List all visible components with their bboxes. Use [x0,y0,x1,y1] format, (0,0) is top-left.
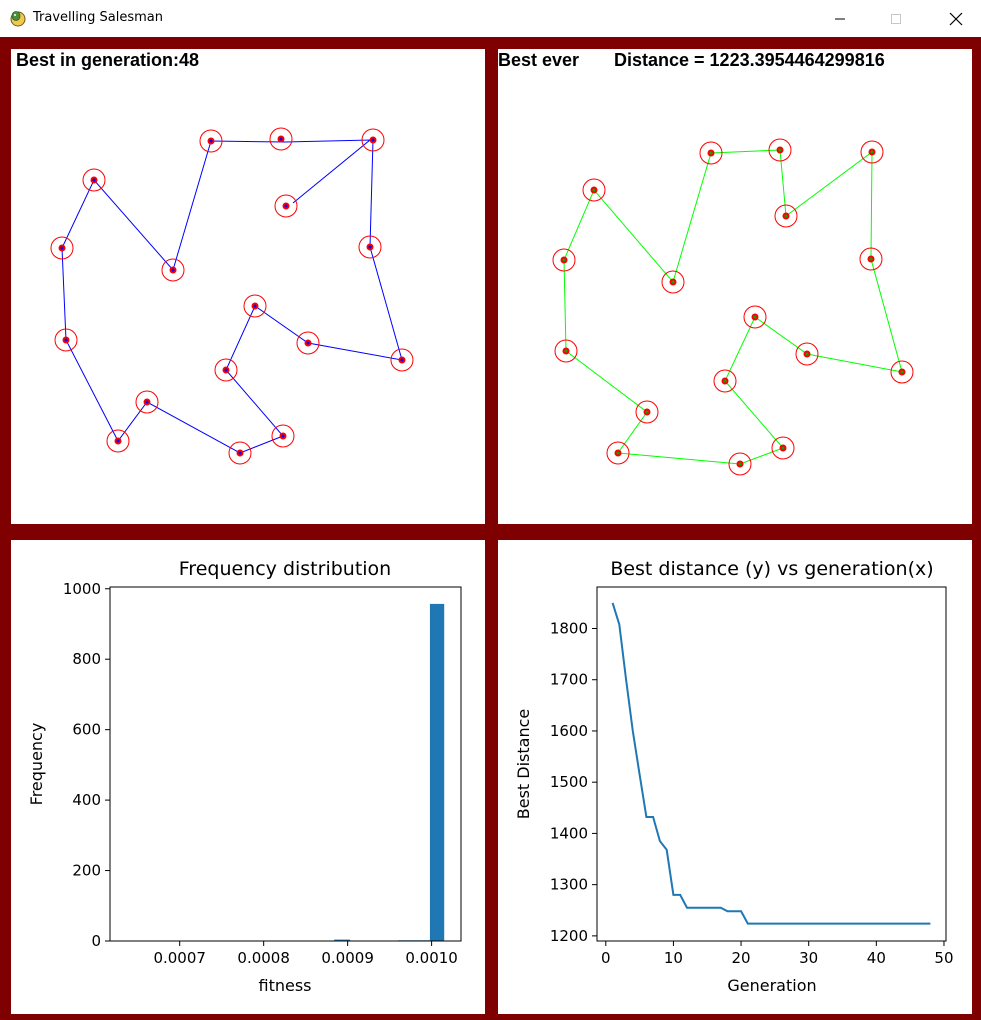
y-axis-label: Best Distance [514,709,533,819]
x-tick-label: 0.0009 [321,949,374,967]
best-route-map [552,138,914,476]
city-marker [274,194,298,218]
city-marker [296,331,320,355]
best-distance-series-line [611,602,931,925]
y-axis-ticks: 0 200 400 600 800 1000 [63,580,110,950]
city-marker [860,140,884,164]
generation-route-map [50,127,414,465]
x-tick-label: 0.0010 [405,949,458,967]
city-marker [199,129,223,153]
city-marker [361,128,385,152]
best-route-path [563,149,903,465]
x-tick-label: 20 [732,949,751,967]
city-marker [661,270,685,294]
x-tick-label: 40 [867,949,886,967]
plot-area-frame [109,586,462,942]
x-tick-label: 50 [934,949,953,967]
city-marker [552,248,576,272]
city-marker [214,358,238,382]
y-axis-ticks: 1200 1300 1400 1500 1600 1700 1800 [550,619,597,945]
x-axis-label: Generation [727,976,816,995]
city-marker [106,429,130,453]
y-tick-label: 1000 [63,580,101,598]
city-marker [795,342,819,366]
generation-route-panel: Best in generation:48 [11,49,485,524]
y-tick-label: 600 [72,721,101,739]
city-marker [774,204,798,228]
y-tick-label: 1700 [550,671,588,689]
city-marker [606,441,630,465]
python-snake-icon [10,11,26,27]
y-tick-label: 1500 [550,773,588,791]
chart-title: Best distance (y) vs generation(x) [610,558,933,580]
maximize-icon [891,13,901,24]
close-button[interactable] [933,0,979,37]
city-marker [859,247,883,271]
city-marker [713,369,737,393]
x-axis-ticks: 0 10 20 30 40 50 [601,941,954,967]
city-marker [890,360,914,384]
best-distance-line-chart: Best distance (y) vs generation(x) 0 10 20… [514,558,954,995]
city-marker [768,138,792,162]
city-marker [161,258,185,282]
histogram-bars [126,603,445,941]
city-marker [728,452,752,476]
x-tick-label: 0.0007 [153,949,206,967]
best-distance-chart-panel: Best distance (y) vs generation(x) 0 10 20… [498,540,972,1014]
minimize-button[interactable] [817,0,863,37]
generation-route-path [61,139,403,454]
x-tick-label: 30 [799,949,818,967]
city-markers [50,127,414,465]
x-tick-label: 0.0008 [237,949,290,967]
x-axis-ticks: 0.0007 0.0008 0.0009 0.0010 [153,941,458,967]
city-marker [358,235,382,259]
city-marker [271,424,295,448]
y-tick-label: 1600 [550,722,588,740]
close-icon [949,12,963,25]
window-content-frame: Best in generation:48 [0,37,981,1020]
histogram-bar [429,603,445,941]
city-marker [635,400,659,424]
minimize-icon [835,18,845,19]
city-marker [582,178,606,202]
y-tick-label: 1400 [550,824,588,842]
best-distance-label: Distance = 1223.3954464299816 [614,50,885,70]
window-title: Travelling Salesman [33,10,163,25]
city-marker [243,294,267,318]
y-tick-label: 200 [72,862,101,880]
maximize-button[interactable] [873,0,919,37]
y-tick-label: 1200 [550,927,588,945]
y-axis-label: Frequency [27,723,46,806]
city-marker [135,390,159,414]
city-marker [554,339,578,363]
city-marker [54,328,78,352]
plot-area-frame [596,586,947,942]
y-tick-label: 800 [72,650,101,668]
city-marker [699,141,723,165]
city-marker [771,436,795,460]
city-marker [50,236,74,260]
x-axis-label: fitness [258,976,311,995]
best-ever-label: Best ever [498,50,580,70]
city-marker [269,127,293,151]
city-marker [82,168,106,192]
y-tick-label: 400 [72,791,101,809]
y-tick-label: 1800 [550,619,588,637]
title-bar: Travelling Salesman [0,0,981,37]
histogram-bar [334,939,351,941]
city-marker [228,441,252,465]
frequency-chart-panel: Frequency distribution 0.0007 0.0008 0.000… [11,540,485,1014]
city-markers [552,138,914,476]
frequency-histogram: Frequency distribution 0.0007 0.0008 0.000… [27,558,462,995]
chart-title: Frequency distribution [179,558,391,580]
x-tick-label: 10 [664,949,683,967]
y-tick-label: 0 [91,932,101,950]
city-marker [390,348,414,372]
best-route-panel: Best ever Distance = 1223.3954464299816 [498,49,972,524]
x-tick-label: 0 [601,949,611,967]
y-tick-label: 1300 [550,876,588,894]
generation-label: Best in generation:48 [16,50,200,70]
city-marker [743,305,767,329]
